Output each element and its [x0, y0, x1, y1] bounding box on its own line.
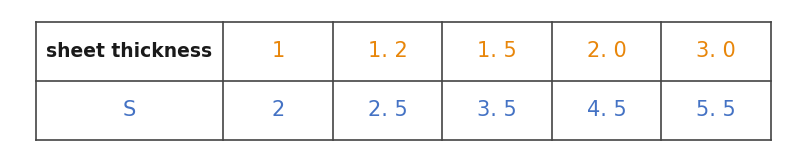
Text: 3. 5: 3. 5: [477, 100, 517, 120]
Text: 1. 2: 1. 2: [368, 41, 408, 61]
Text: 1: 1: [271, 41, 285, 61]
Text: 3. 0: 3. 0: [696, 41, 736, 61]
Text: 1. 5: 1. 5: [477, 41, 517, 61]
Text: 2: 2: [271, 100, 285, 120]
Text: sheet thickness: sheet thickness: [46, 42, 213, 61]
Text: 4. 5: 4. 5: [587, 100, 626, 120]
Text: 2. 0: 2. 0: [587, 41, 626, 61]
Text: 2. 5: 2. 5: [368, 100, 408, 120]
Text: S: S: [123, 100, 136, 120]
Text: 5. 5: 5. 5: [696, 100, 736, 120]
